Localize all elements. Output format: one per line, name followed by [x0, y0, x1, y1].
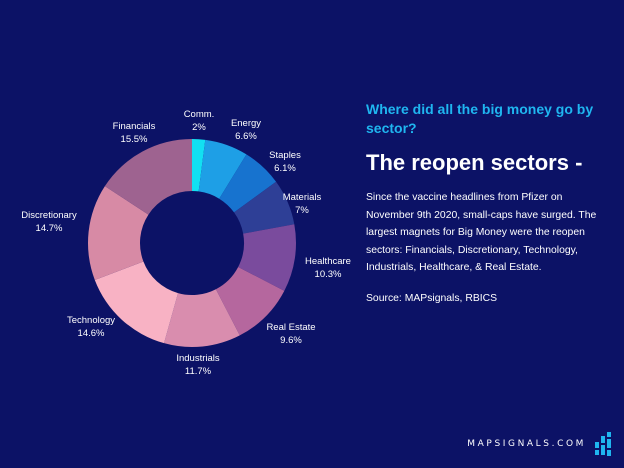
slice-financials	[104, 139, 192, 215]
slice-value-healthcare: 10.3%	[315, 269, 342, 280]
slice-label-comm: Comm.	[184, 109, 215, 120]
slice-comm	[192, 139, 206, 192]
slice-industrials	[164, 289, 240, 347]
donut-slices	[88, 139, 296, 347]
brand-footer: MAPSIGNALS.COM	[467, 431, 614, 457]
question-heading: Where did all the big money go by sector…	[366, 101, 594, 136]
slice-label-energy: Energy	[231, 118, 261, 129]
slice-label-technology: Technology	[67, 315, 115, 326]
slice-value-real-estate: 9.6%	[280, 335, 302, 346]
mapsignals-logo-icon	[595, 432, 611, 456]
slice-materials	[234, 181, 295, 234]
body-paragraph: Since the vaccine headlines from Pfizer …	[366, 192, 597, 273]
slice-value-technology: 14.6%	[78, 328, 105, 339]
slice-label-materials: Materials	[283, 192, 322, 203]
slice-label-healthcare: Healthcare	[305, 256, 351, 267]
slice-real-estate	[215, 266, 285, 336]
slice-value-discretionary: 14.7%	[36, 223, 63, 234]
slice-labels: Comm. 2% Energy 6.6% Staples 6.1% Materials 7% H…	[21, 109, 351, 377]
slice-discretionary	[88, 186, 149, 280]
slice-energy	[198, 139, 247, 199]
slice-label-discretionary: Discretionary	[21, 210, 77, 221]
slice-label-industrials: Industrials	[176, 353, 220, 364]
slice-technology	[94, 261, 179, 344]
headline: The reopen sectors -	[366, 150, 583, 175]
commentary-panel: Where did all the big money go by sector…	[366, 100, 606, 307]
slice-label-financials: Financials	[113, 121, 156, 132]
brand-name: MAPSIGNALS.COM	[467, 439, 586, 449]
slice-value-materials: 7%	[295, 205, 309, 216]
slice-staples	[219, 154, 277, 213]
slice-value-staples: 6.1%	[274, 163, 296, 174]
slice-label-real-estate: Real Estate	[266, 322, 315, 333]
source-note: Source: MAPsignals, RBICS	[366, 292, 498, 304]
slice-healthcare	[238, 224, 296, 291]
slice-value-comm: 2%	[192, 122, 206, 133]
slice-value-financials: 15.5%	[121, 134, 148, 145]
slice-value-industrials: 11.7%	[185, 366, 212, 377]
slice-label-staples: Staples	[269, 150, 301, 161]
slice-value-energy: 6.6%	[235, 131, 257, 142]
